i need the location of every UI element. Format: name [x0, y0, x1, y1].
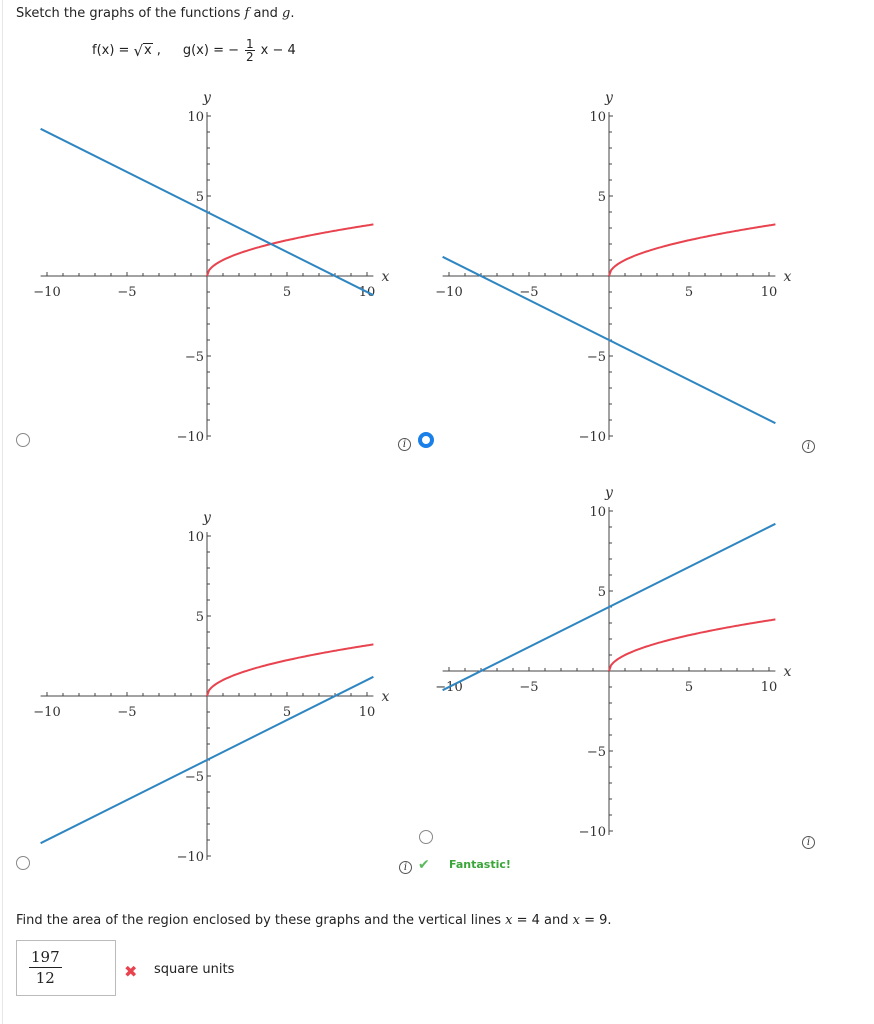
svg-text:5: 5	[598, 190, 606, 205]
svg-text:−10: −10	[33, 705, 60, 720]
svg-text:5: 5	[196, 610, 204, 625]
area-question: Find the area of the region enclosed by …	[16, 913, 612, 928]
svg-text:10: 10	[359, 285, 376, 300]
svg-text:−10: −10	[435, 285, 462, 300]
incorrect-x-icon: ✖	[124, 962, 138, 981]
radio-option-d[interactable]	[419, 830, 433, 844]
svg-text:−5: −5	[117, 705, 136, 720]
svg-text:−5: −5	[185, 350, 204, 365]
svg-text:−5: −5	[117, 285, 136, 300]
f-lhs: f(x) =	[92, 43, 130, 58]
svg-text:y: y	[202, 510, 212, 526]
svg-text:10: 10	[187, 530, 204, 545]
radio-option-c[interactable]	[16, 856, 30, 870]
svg-text:−5: −5	[185, 770, 204, 785]
svg-text:x: x	[381, 689, 389, 705]
radio-option-b[interactable]	[418, 432, 434, 448]
g-rest: x − 4	[260, 43, 296, 58]
svg-text:10: 10	[761, 285, 778, 300]
svg-text:x: x	[381, 269, 389, 285]
svg-text:5: 5	[283, 705, 291, 720]
g-lhs: g(x) = −	[182, 43, 239, 58]
sqrt-expression: √ x	[133, 42, 153, 60]
radio-option-a[interactable]	[16, 433, 30, 447]
svg-text:y: y	[604, 90, 614, 106]
svg-text:5: 5	[598, 585, 606, 600]
svg-text:10: 10	[359, 705, 376, 720]
info-icon[interactable]: i	[399, 861, 412, 874]
svg-text:−10: −10	[579, 825, 606, 840]
answer-fraction: 197 12	[29, 948, 62, 987]
svg-text:5: 5	[196, 190, 204, 205]
info-icon[interactable]: i	[398, 438, 411, 451]
svg-text:5: 5	[685, 285, 693, 300]
svg-text:y: y	[604, 485, 614, 501]
svg-text:10: 10	[589, 110, 606, 125]
svg-text:10: 10	[761, 680, 778, 695]
prompt-text: Sketch the graphs of the functions f and…	[16, 6, 295, 21]
svg-text:y: y	[202, 90, 212, 106]
svg-text:−5: −5	[587, 350, 606, 365]
svg-text:x: x	[783, 664, 791, 680]
svg-text:−10: −10	[579, 430, 606, 445]
correct-check-icon: ✔	[418, 857, 430, 873]
svg-text:10: 10	[589, 505, 606, 520]
svg-text:x: x	[783, 269, 791, 285]
svg-text:−10: −10	[177, 430, 204, 445]
svg-text:−10: −10	[177, 850, 204, 865]
info-icon[interactable]: i	[802, 836, 815, 849]
page-left-border	[2, 0, 3, 1024]
feedback-text: Fantastic!	[449, 858, 511, 871]
svg-text:−10: −10	[33, 285, 60, 300]
info-icon[interactable]: i	[802, 440, 815, 453]
area-answer-input[interactable]: 197 12	[16, 940, 116, 996]
svg-text:−5: −5	[587, 745, 606, 760]
svg-text:5: 5	[685, 680, 693, 695]
units-label: square units	[154, 962, 235, 977]
svg-text:5: 5	[283, 285, 291, 300]
svg-text:−5: −5	[519, 285, 538, 300]
svg-text:10: 10	[187, 110, 204, 125]
svg-text:−5: −5	[519, 680, 538, 695]
svg-text:−10: −10	[435, 680, 462, 695]
